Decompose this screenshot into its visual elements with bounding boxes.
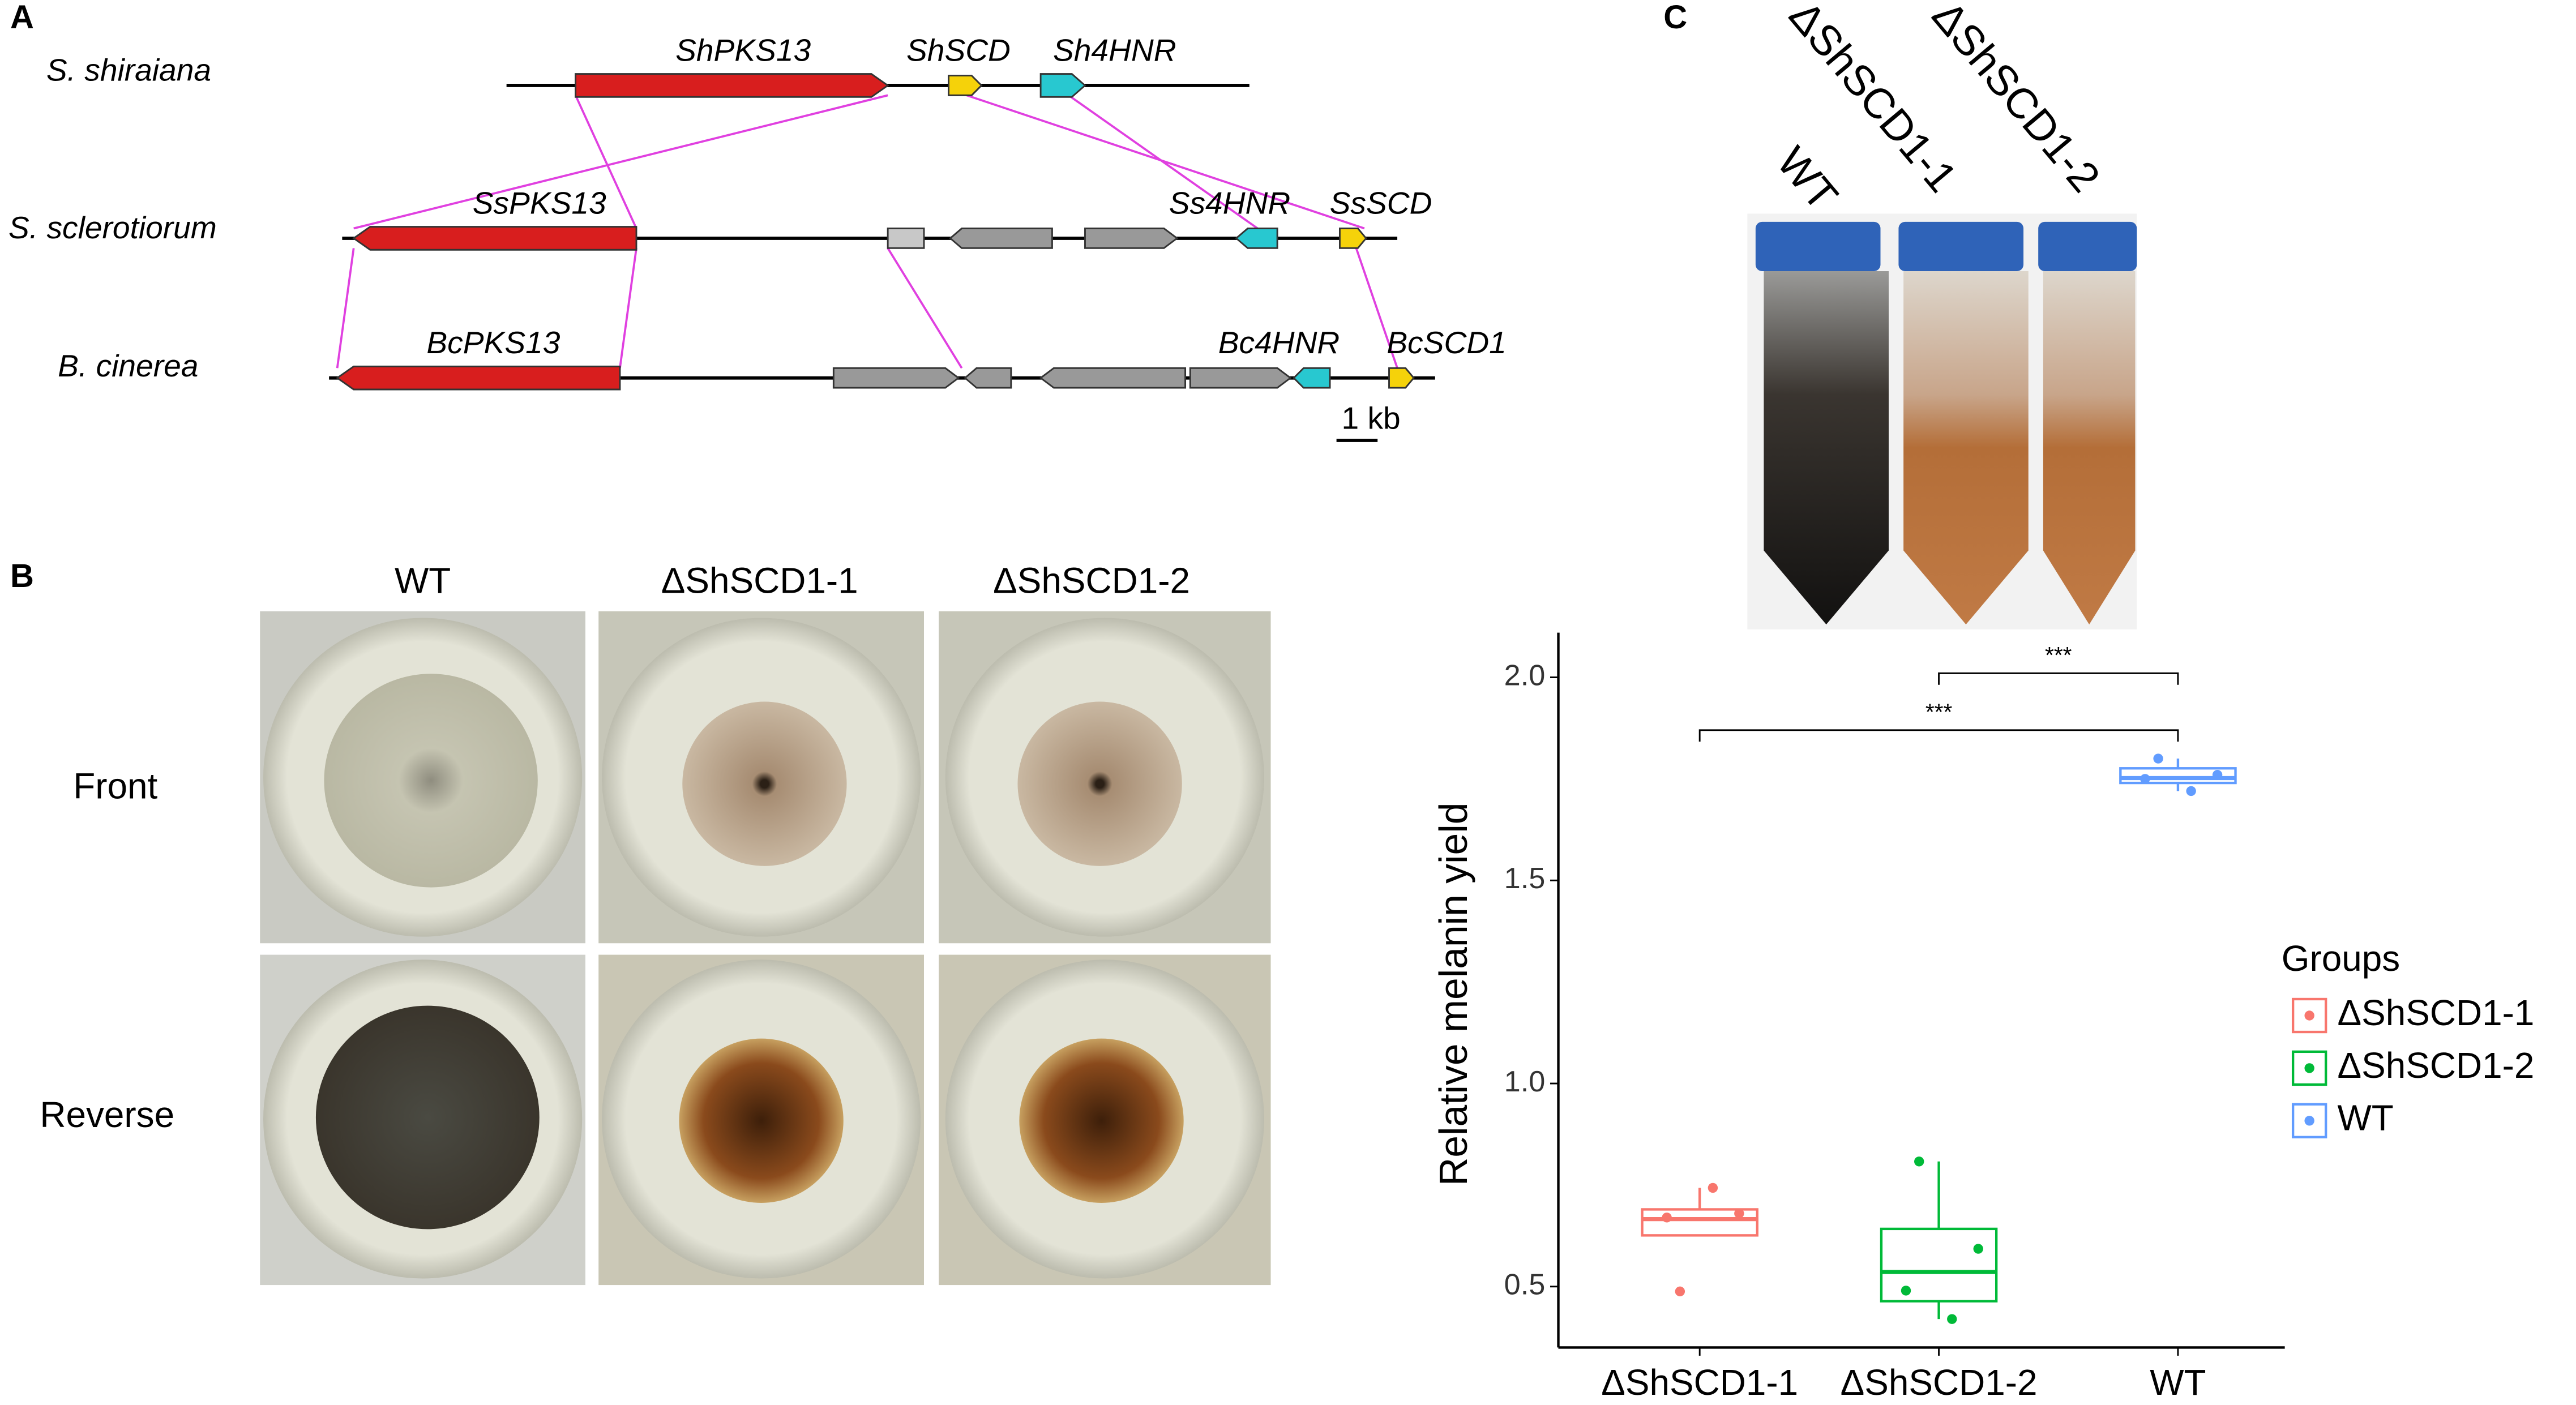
x-tick-label: ΔShSCD1-2 [1841, 1362, 2038, 1403]
legend-title: Groups [2282, 938, 2400, 979]
synteny-links [336, 94, 1398, 369]
gene-label: SsSCD [1330, 185, 1432, 220]
x-tick-label: WT [2150, 1362, 2206, 1403]
row-label: Reverse [40, 1094, 174, 1135]
gene-label: Ss4HNR [1169, 185, 1290, 220]
legend-label: ΔShSCD1-1 [2338, 992, 2535, 1033]
gene-label: BcPKS13 [426, 325, 560, 360]
panel-label: C [1663, 0, 1687, 36]
y-tick-label: 0.5 [1504, 1269, 1546, 1301]
point [1947, 1314, 1957, 1324]
plate-photos [260, 611, 1271, 1286]
column-label: WT [395, 560, 451, 601]
y-tick-label: 1.0 [1504, 1065, 1546, 1098]
panel-label: A [10, 0, 34, 36]
legend-key [2291, 1050, 2327, 1086]
species: B. cinerea [58, 348, 198, 383]
point [2186, 786, 2196, 796]
point [1914, 1156, 1924, 1167]
point [2153, 753, 2163, 764]
panel-label: B [10, 558, 34, 594]
significance-label: *** [1925, 699, 1953, 725]
gene-label: SsPKS13 [473, 185, 606, 220]
y-axis-label: Relative melanin yield [1431, 802, 1475, 1186]
legend-label: WT [2338, 1098, 2394, 1138]
significance-bracket [1938, 672, 2179, 685]
point [2140, 774, 2150, 784]
tube-label: WT [1768, 138, 1847, 219]
legend-key [2291, 997, 2327, 1034]
tube-photo [1747, 213, 2137, 629]
legend-point [2304, 1063, 2314, 1073]
box [1880, 1227, 1998, 1303]
significance-label: *** [2045, 642, 2072, 668]
point [1708, 1183, 1718, 1193]
legend-point [2304, 1010, 2314, 1021]
significance-bracket [1698, 729, 2179, 742]
box [2119, 767, 2237, 785]
column-label: ΔShSCD1-2 [993, 560, 1190, 601]
gene-label: Bc4HNR [1218, 325, 1340, 360]
species: S. shiraiana [46, 52, 211, 87]
legend-key [2291, 1103, 2327, 1139]
point [1734, 1208, 1744, 1219]
gene-label: Sh4HNR [1053, 32, 1176, 67]
point [1675, 1286, 1685, 1297]
row-label: Front [73, 765, 157, 806]
gene-label: ShSCD [906, 32, 1011, 67]
gene-label: ShPKS13 [675, 32, 811, 67]
legend-label: ΔShSCD1-2 [2338, 1045, 2535, 1086]
point [1662, 1213, 1672, 1223]
box [1641, 1208, 1758, 1237]
y-tick-label: 1.5 [1504, 862, 1546, 895]
scale-label: 1 kb [1341, 401, 1400, 436]
species: S. sclerotiorum [8, 210, 217, 245]
point [1901, 1286, 1911, 1296]
legend-point [2304, 1116, 2314, 1126]
x-tick-label: ΔShSCD1-1 [1601, 1362, 1798, 1403]
point [2212, 770, 2223, 780]
point [1973, 1244, 1983, 1254]
column-label: ΔShSCD1-1 [661, 560, 858, 601]
y-tick-label: 2.0 [1504, 659, 1546, 692]
genes [336, 73, 1415, 391]
gene-label: BcSCD1 [1387, 325, 1506, 360]
